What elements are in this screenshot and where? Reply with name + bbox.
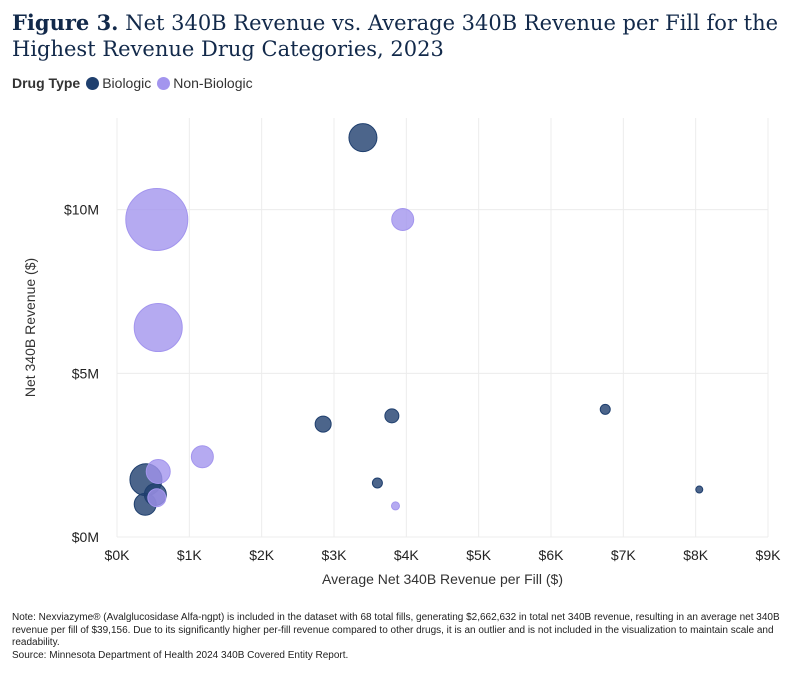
y-axis-label: Net 340B Revenue ($) <box>22 258 38 397</box>
biologic-point[interactable] <box>371 477 383 489</box>
scatter-chart: $0K $1K $2K $3K $4K $5K $6K $7K $8K $9K $0M $5M $10… <box>22 118 782 587</box>
x-tick-label: $5K <box>466 547 492 563</box>
footnote-source: Source: Minnesota Department of Health 2… <box>12 649 349 661</box>
x-axis-ticks: $0K $1K $2K $3K $4K $5K $6K $7K $8K $9K <box>105 547 782 563</box>
non-biologic-point[interactable] <box>391 207 415 231</box>
legend-item-biologic[interactable]: Biologic <box>86 75 151 91</box>
figure-label: Figure 3. <box>12 10 119 35</box>
legend-title: Drug Type <box>12 75 81 91</box>
gridlines <box>116 118 769 538</box>
x-tick-label: $0K <box>105 547 131 563</box>
biologic-point[interactable] <box>599 403 611 415</box>
x-tick-label: $4K <box>394 547 420 563</box>
x-tick-label: $9K <box>756 547 782 563</box>
legend: Drug Type Biologic Non-Biologic <box>12 75 259 91</box>
legend-item-non-biologic[interactable]: Non-Biologic <box>157 75 253 91</box>
non-biologic-point[interactable] <box>145 459 171 485</box>
x-tick-label: $1K <box>177 547 203 563</box>
footnote-note: Note: Nexviazyme® (Avalglucosidase Alfa-… <box>12 612 780 648</box>
legend-label-non-biologic: Non-Biologic <box>173 75 253 91</box>
non-biologic-point[interactable] <box>190 445 214 469</box>
title-text: Net 340B Revenue vs. Average 340B Revenu… <box>12 11 779 61</box>
biologic-point[interactable] <box>348 123 378 153</box>
data-points <box>125 123 704 516</box>
y-tick-label: $10M <box>64 202 99 218</box>
non-biologic-point[interactable] <box>147 488 167 508</box>
non-biologic-point[interactable] <box>390 501 400 511</box>
x-axis-label: Average Net 340B Revenue per Fill ($) <box>322 571 563 587</box>
x-tick-label: $8K <box>683 547 709 563</box>
x-tick-label: $2K <box>249 547 275 563</box>
x-tick-label: $7K <box>611 547 637 563</box>
x-tick-label: $3K <box>322 547 348 563</box>
non-biologic-point[interactable] <box>133 303 183 352</box>
legend-swatch-non-biologic <box>157 76 171 90</box>
non-biologic-point[interactable] <box>125 187 189 251</box>
legend-label-biologic: Biologic <box>102 75 152 91</box>
biologic-point[interactable] <box>314 415 332 433</box>
footnote: Note: Nexviazyme® (Avalglucosidase Alfa-… <box>12 612 784 662</box>
y-axis-ticks: $0M $5M $10M <box>64 202 99 545</box>
chart-title: Figure 3. Net 340B Revenue vs. Average 3… <box>12 10 782 62</box>
biologic-point[interactable] <box>695 485 704 494</box>
x-tick-label: $6K <box>539 547 565 563</box>
biologic-point[interactable] <box>384 408 400 424</box>
y-tick-label: $5M <box>72 365 99 381</box>
legend-swatch-biologic <box>86 76 100 90</box>
y-tick-label: $0M <box>72 529 99 545</box>
